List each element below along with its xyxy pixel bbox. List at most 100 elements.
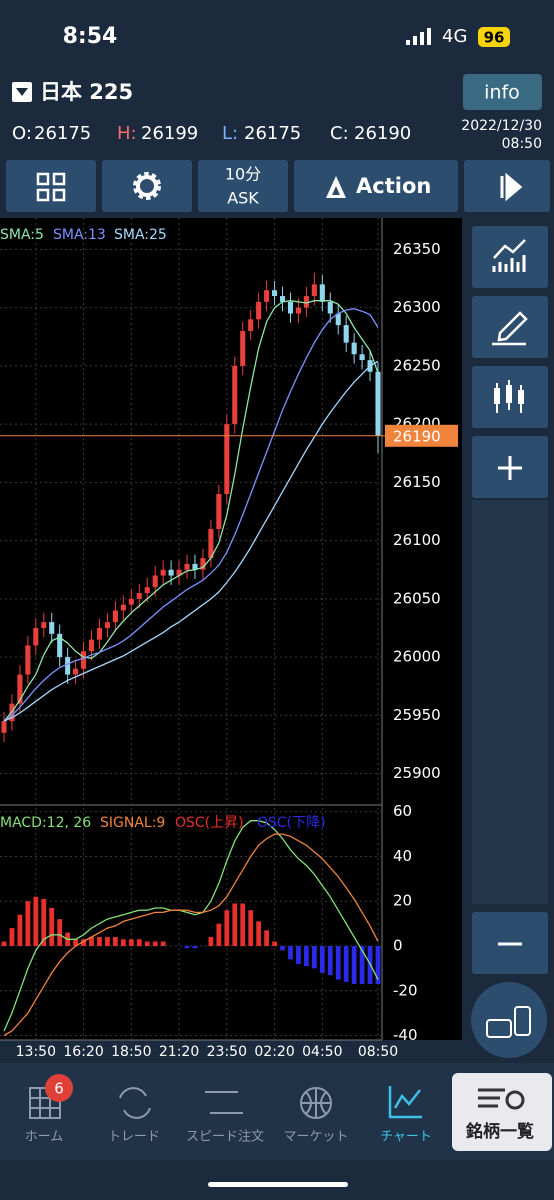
y-tick-label: 26300 bbox=[393, 298, 441, 316]
histogram-bar bbox=[343, 946, 349, 982]
y-tick-label: 26250 bbox=[393, 356, 441, 374]
ohlc-value: 26190 bbox=[354, 123, 411, 144]
rotate-icon bbox=[514, 1006, 531, 1036]
y-tick-label: 25900 bbox=[393, 764, 441, 782]
histogram-bar bbox=[359, 946, 365, 985]
candle-body bbox=[184, 563, 190, 570]
histogram-bar bbox=[351, 946, 357, 985]
candle-body bbox=[303, 296, 309, 308]
series-line bbox=[3, 360, 379, 722]
series-line bbox=[3, 300, 379, 722]
candle-body bbox=[224, 424, 230, 495]
y-tick-label: 26050 bbox=[393, 589, 441, 607]
interval-button[interactable] bbox=[198, 160, 288, 212]
histogram-bar bbox=[192, 946, 198, 949]
histogram-bar bbox=[9, 928, 15, 946]
candle-body bbox=[375, 371, 381, 436]
histogram-bar bbox=[327, 946, 333, 976]
histogram-bar bbox=[152, 941, 158, 946]
settings-button[interactable] bbox=[102, 160, 192, 212]
tab-label[interactable]: トレード bbox=[108, 1130, 160, 1145]
tab-label[interactable]: チャート bbox=[380, 1130, 432, 1145]
candle-icon bbox=[506, 385, 512, 403]
ohlc-label: L: bbox=[222, 123, 238, 144]
action-icon bbox=[326, 176, 346, 198]
y-tick-label: 25950 bbox=[393, 706, 441, 724]
candle-body bbox=[351, 342, 357, 355]
histogram-bar bbox=[240, 903, 246, 946]
histogram-bar bbox=[105, 937, 110, 946]
candle-body bbox=[144, 587, 150, 594]
ohlc-value: 26175 bbox=[244, 123, 301, 144]
ohlc-label: O: bbox=[12, 123, 32, 144]
badge bbox=[45, 1074, 73, 1102]
list-icon bbox=[505, 1090, 525, 1110]
date: 2022/12/30 bbox=[461, 118, 542, 134]
y-tick-label: 20 bbox=[393, 892, 412, 910]
last-price-badge bbox=[385, 424, 458, 447]
status-time: 8:54 bbox=[63, 24, 118, 49]
histogram-bar bbox=[1, 941, 7, 946]
gear-icon bbox=[136, 175, 158, 197]
battery-level: 96 bbox=[484, 29, 505, 47]
x-tick-label: 18:50 bbox=[111, 1044, 151, 1060]
play-icon bbox=[500, 172, 523, 202]
home-indicator bbox=[208, 1182, 348, 1187]
candle-body bbox=[200, 558, 206, 570]
x-tick-label: 08:50 bbox=[358, 1044, 398, 1060]
list-button[interactable] bbox=[452, 1073, 552, 1151]
tab-label[interactable]: ホーム bbox=[25, 1130, 64, 1145]
ohlc-value: 26199 bbox=[141, 123, 198, 144]
y-tick-label: -20 bbox=[393, 981, 418, 999]
candle-body bbox=[176, 569, 182, 576]
candle-body bbox=[104, 622, 110, 628]
legend-entry: OSC(下降) bbox=[257, 815, 326, 831]
histogram-bar bbox=[17, 914, 23, 946]
price-side: ASK bbox=[227, 189, 259, 208]
histogram-bar bbox=[81, 939, 86, 946]
histogram-bar bbox=[216, 923, 222, 946]
histogram-bar bbox=[280, 946, 285, 951]
layout-button[interactable] bbox=[6, 160, 96, 212]
candle-body bbox=[343, 325, 349, 343]
y-tick-label: 40 bbox=[393, 847, 412, 865]
tab-label[interactable]: マーケット bbox=[283, 1130, 348, 1145]
candle-body bbox=[319, 284, 325, 302]
info-button[interactable] bbox=[463, 74, 542, 110]
candle-body bbox=[160, 569, 166, 576]
y-tick-label: 26000 bbox=[393, 648, 441, 666]
candle-body bbox=[256, 301, 262, 320]
candle-body bbox=[25, 645, 31, 675]
x-tick-label: 23:50 bbox=[207, 1044, 247, 1060]
series-line bbox=[3, 308, 379, 722]
draw-button[interactable] bbox=[472, 296, 548, 358]
x-tick-label: 16:20 bbox=[63, 1044, 103, 1060]
list-icon bbox=[478, 1088, 505, 1108]
candle-body bbox=[120, 604, 126, 611]
histogram-bar bbox=[184, 946, 190, 949]
y-tick-label: 26150 bbox=[393, 473, 441, 491]
pen-icon bbox=[492, 311, 528, 346]
action-button[interactable] bbox=[294, 160, 458, 212]
x-tick-label: 02:20 bbox=[254, 1044, 294, 1060]
ohlc-label: H: bbox=[117, 123, 137, 144]
candle-body bbox=[41, 622, 47, 628]
indicator-button[interactable] bbox=[472, 226, 548, 288]
candle-body bbox=[49, 622, 55, 634]
candle-body bbox=[96, 627, 103, 640]
tab-label[interactable]: スピード注文 bbox=[186, 1130, 264, 1145]
symbol[interactable]: 日本 225 bbox=[40, 80, 133, 104]
histogram-bar bbox=[128, 939, 134, 946]
indicator-icon bbox=[493, 239, 526, 259]
histogram-bar bbox=[25, 901, 31, 946]
chart-tab-icon bbox=[388, 1086, 422, 1119]
x-tick-label: 21:20 bbox=[159, 1044, 199, 1060]
candle-body bbox=[57, 633, 63, 658]
histogram-bar bbox=[57, 919, 63, 946]
layout-icon bbox=[36, 172, 66, 202]
candle-body bbox=[17, 674, 23, 704]
chart-area bbox=[0, 218, 462, 1040]
candle-body bbox=[33, 627, 39, 646]
ohlc: O: 26175 H: 26199 L: 26175 C: 26190 bbox=[12, 123, 411, 144]
